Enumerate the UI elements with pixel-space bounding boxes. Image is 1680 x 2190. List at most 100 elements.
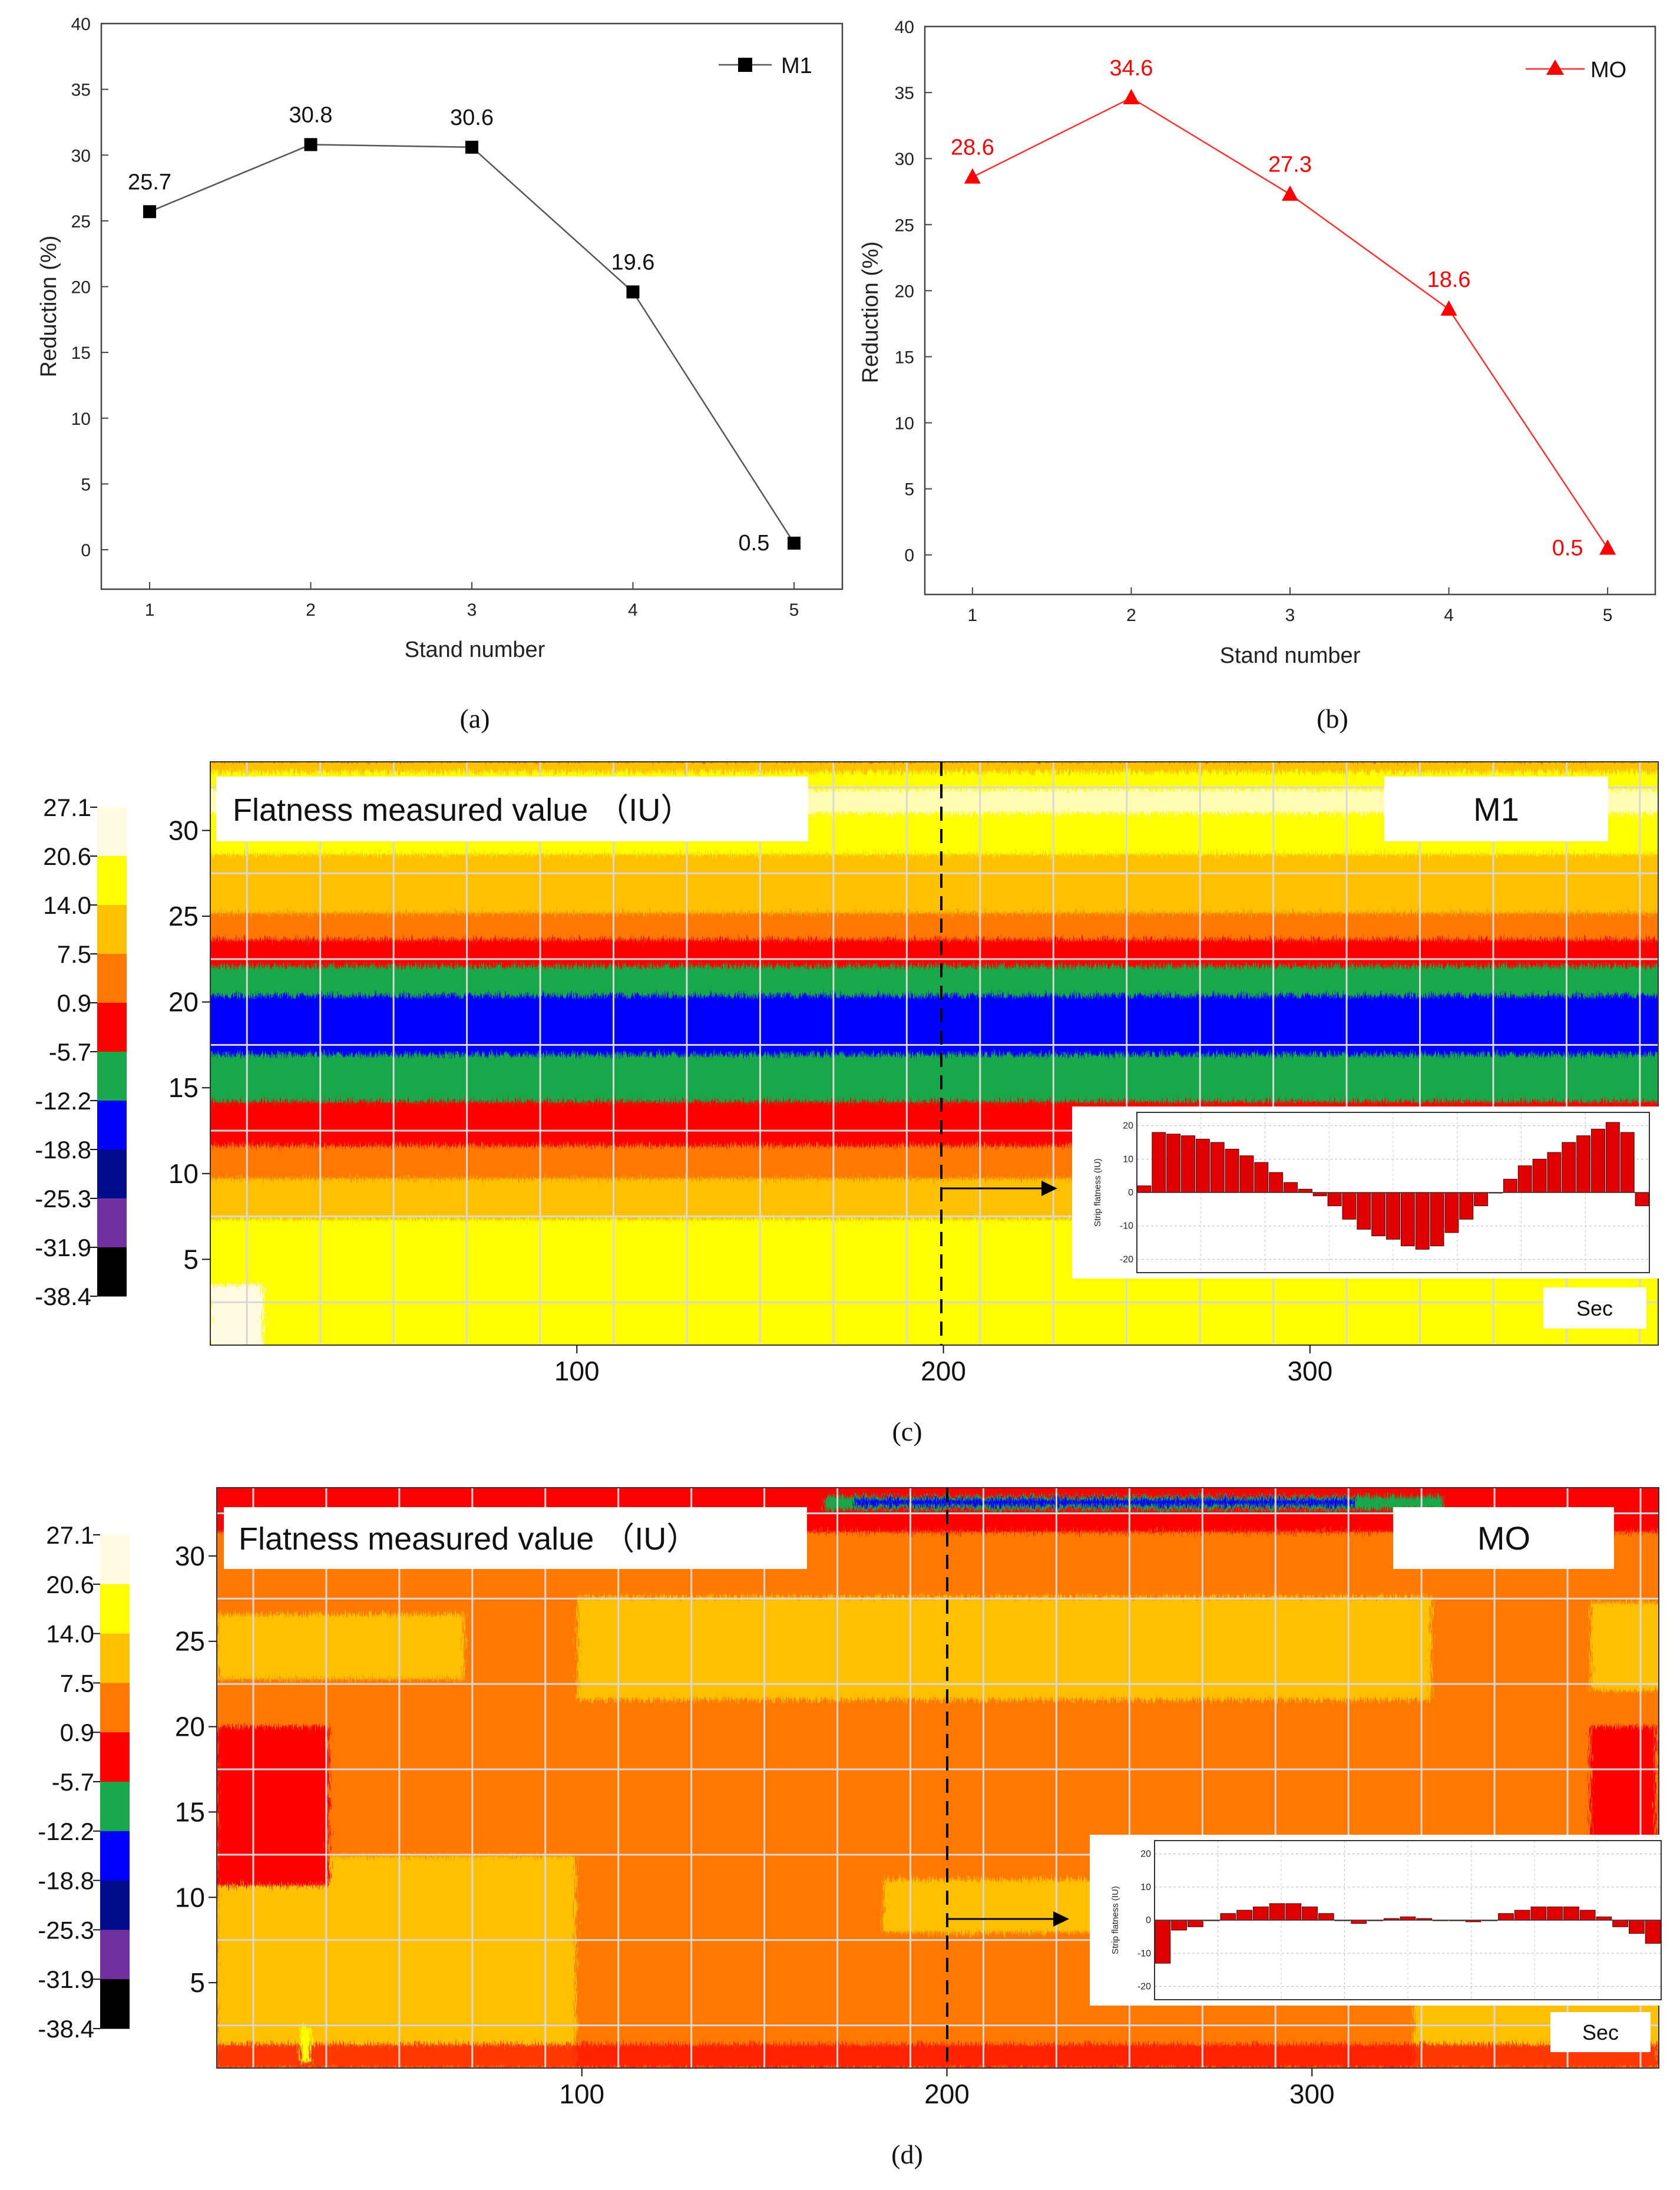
colorbar-tick-label: 0.9	[60, 1719, 94, 1746]
colorbar-swatch	[97, 1149, 127, 1199]
inset-y-tick-label: -10	[1137, 1948, 1151, 1958]
colorbar-tick-label: 7.5	[60, 1669, 94, 1697]
inset-bar	[1400, 1916, 1416, 1921]
colorbar-tick-label: 0.9	[57, 989, 91, 1017]
y-tick-label: 35	[71, 81, 91, 100]
chart-a-markers: 25.7 30.8 30.6 19.6 0.5	[128, 103, 801, 556]
y-tick-label: 25	[71, 212, 91, 232]
chart-a-caption: (a)	[459, 703, 490, 734]
colorbar-tick-label: 14.0	[46, 1620, 94, 1648]
colorbar-tick-label: -5.7	[49, 1038, 91, 1066]
y-tick-label: 15	[71, 343, 91, 363]
colorbar-tick-label: -38.4	[35, 1283, 91, 1310]
data-label: 34.6	[1109, 56, 1153, 81]
colorbar-tick-label: -18.8	[38, 1867, 94, 1895]
inset-bar	[1137, 1185, 1152, 1193]
colorbar-tick-label: -31.9	[35, 1234, 91, 1261]
y-tick-label: 5	[183, 1244, 199, 1274]
inset-bar	[1386, 1192, 1400, 1240]
chart-d-label-box	[1393, 1507, 1614, 1569]
data-label: 19.6	[611, 250, 654, 275]
inset-bar	[1371, 1192, 1386, 1237]
inset-bar	[1318, 1913, 1334, 1921]
inset-bar	[1612, 1920, 1629, 1927]
inset-y-tick-label: 0	[1128, 1188, 1133, 1198]
y-tick-label: 25	[168, 901, 199, 932]
x-tick-label: 100	[559, 2079, 604, 2109]
data-point	[1123, 89, 1140, 105]
inset-ylabel: Strip flatness (IU)	[1093, 1158, 1103, 1227]
inset-bar	[1430, 1192, 1444, 1247]
data-point	[1440, 300, 1457, 316]
data-point	[1599, 539, 1616, 555]
colorbar-tick-label: 14.0	[43, 891, 91, 919]
inset-bar	[1645, 1920, 1661, 1944]
y-tick-label: 30	[71, 146, 91, 166]
chart-a-ylabel: Reduction (%)	[37, 236, 61, 378]
chart-d-sec: Sec	[1582, 2020, 1619, 2044]
data-label: 30.8	[289, 103, 333, 127]
d-red-right	[1590, 1726, 1655, 1844]
data-label: 28.6	[951, 136, 994, 160]
chart-d-arrowhead	[1053, 1911, 1069, 1927]
y-tick-label: 15	[168, 1072, 199, 1103]
colorbar-swatch	[100, 1633, 130, 1683]
chart-a-legend: M1	[719, 54, 812, 78]
chart-d-title: Flatness measured value （IU）	[239, 1521, 698, 1557]
colorbar-tick-label: -5.7	[52, 1768, 94, 1796]
inset-bar	[1530, 1907, 1547, 1921]
inset-bar	[1342, 1192, 1357, 1220]
colorbar-tick-label: 27.1	[43, 794, 91, 821]
x-tick-label: 200	[921, 1356, 966, 1386]
colorbar-swatch	[100, 1930, 130, 1980]
inset-bar	[1415, 1192, 1430, 1250]
inset-y-tick-label: 20	[1123, 1121, 1133, 1131]
inset-bar	[1269, 1172, 1284, 1193]
colorbar-swatch	[97, 1003, 127, 1052]
chart-a: 0 5 10 15 20 25 30 35 40 1 2 3 4 5 Stand number Reduc…	[37, 15, 844, 734]
colorbar-swatch	[100, 1880, 130, 1930]
inset-bar	[1171, 1920, 1187, 1931]
y-tick-label: 10	[71, 409, 91, 429]
d-red-bottom	[217, 2044, 1659, 2068]
y-tick-label: 10	[175, 1882, 205, 1912]
colorbar-c: 27.1 20.6 14.0 7.5 0.9 -5.7 -12.2 -18.8 -25.3 -31…	[35, 794, 127, 1310]
chart-b-markers: 28.6 34.6 27.3 18.6 0.5	[951, 56, 1616, 561]
inset-bar	[1503, 1178, 1517, 1193]
chart-d-label: MO	[1477, 1520, 1530, 1557]
inset-bar	[1152, 1132, 1166, 1193]
band-top-red	[200, 754, 1673, 760]
y-tick-label: 15	[895, 348, 914, 367]
inset-bar	[1576, 1135, 1591, 1193]
chart-b: 0 5 10 15 20 25 30 35 40 1 2 3 4 5 Stand number Reduc…	[858, 18, 1656, 734]
chart-d-inset: 20 10 0 -10 -20 Strip flatness (IU)	[1090, 1835, 1673, 2006]
inset-bar	[1269, 1903, 1285, 1921]
inset-bar	[1327, 1192, 1342, 1207]
data-label: 27.3	[1268, 153, 1312, 177]
inset-bar	[1514, 1910, 1530, 1921]
data-point	[1282, 185, 1298, 201]
x-tick-label: 200	[924, 2079, 970, 2109]
band-lightorange-high	[210, 854, 1658, 913]
chart-a-axes: 0 5 10 15 20 25 30 35 40 1 2 3 4 5	[71, 15, 799, 620]
y-tick-label: 15	[175, 1796, 205, 1827]
colorbar-tick-label: -12.2	[38, 1818, 94, 1845]
data-point	[787, 536, 801, 550]
y-tick-label: 25	[895, 216, 914, 235]
inset-bar	[1312, 1192, 1327, 1197]
x-tick-label: 3	[1285, 606, 1295, 625]
chart-d-sec-box	[1550, 2012, 1651, 2052]
x-tick-label: 4	[628, 600, 638, 620]
colorbar-swatch	[100, 1535, 130, 1585]
y-tick-label: 40	[71, 15, 91, 34]
inset-bar	[1629, 1920, 1645, 1934]
inset-bar	[1562, 1142, 1576, 1193]
colorbar-swatch	[97, 856, 127, 906]
colorbar-swatch	[97, 1247, 127, 1297]
d-lightorange-upper	[577, 1597, 1431, 1700]
inset-bar	[1579, 1910, 1596, 1921]
band-white-corner	[210, 1284, 263, 1345]
inset-bar	[1187, 1920, 1203, 1927]
data-label: 18.6	[1427, 267, 1471, 292]
